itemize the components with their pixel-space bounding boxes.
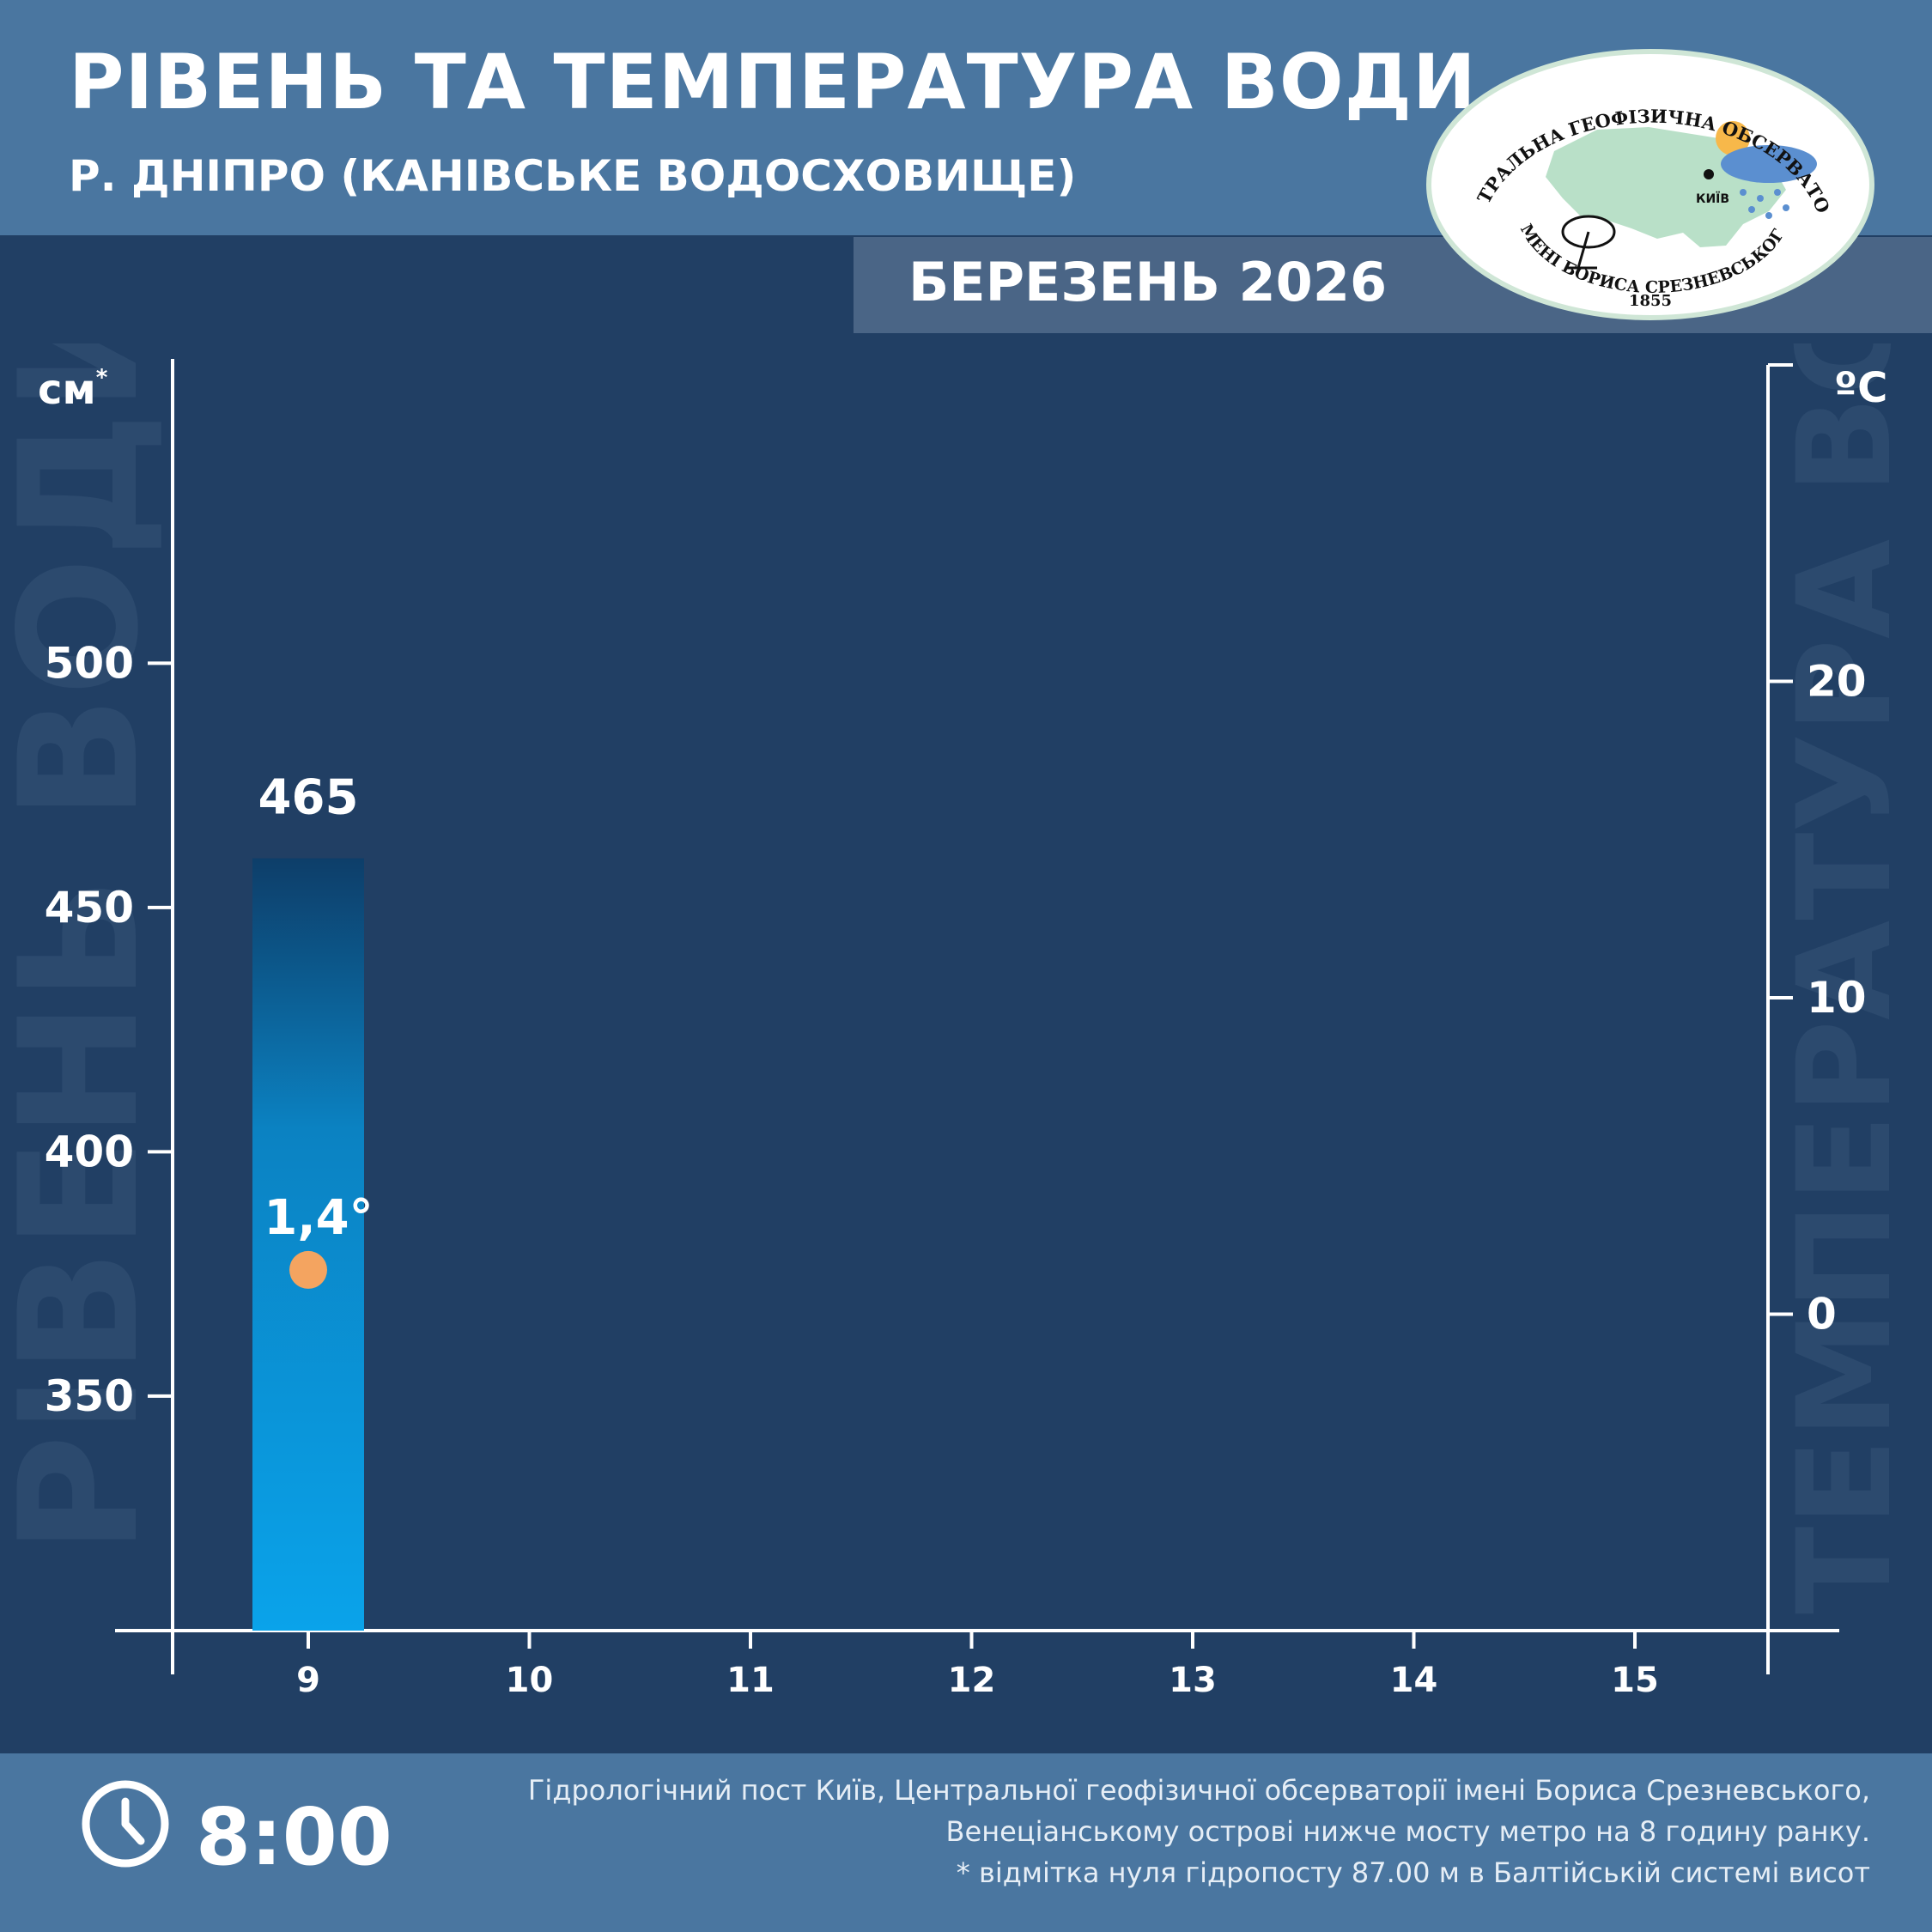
x-axis-tick-label: 12 bbox=[948, 1661, 996, 1700]
right-axis-tick-label: 0 bbox=[1807, 1290, 1837, 1340]
left-axis-watermark: РІВЕНЬ ВОДИ bbox=[0, 343, 174, 1554]
kyiv-dot bbox=[1704, 169, 1714, 179]
chart-area: РІВЕНЬ ВОДИ ТЕМПЕРАТУРА ВОДИ см* 350 400 4… bbox=[0, 343, 1920, 1700]
observation-time: 8:00 bbox=[196, 1791, 392, 1883]
left-axis-tick-label: 400 bbox=[45, 1127, 134, 1176]
left-axis-tick-label: 500 bbox=[45, 638, 134, 688]
satellite-dish-icon bbox=[1561, 215, 1616, 270]
left-axis: см* 350 400 450 500 bbox=[38, 359, 174, 1674]
svg-text:см*: см* bbox=[38, 365, 108, 414]
right-axis-tick-label: 10 bbox=[1807, 973, 1867, 1023]
month-label: БЕРЕЗЕНЬ 2026 bbox=[908, 251, 1388, 313]
water-temperature-label: 1,4° bbox=[264, 1190, 373, 1246]
x-axis-tick-label: 15 bbox=[1611, 1661, 1659, 1700]
clock-icon bbox=[82, 1780, 169, 1868]
footer-note-line-3: * відмітка нуля гідропосту 87.00 м в Бал… bbox=[956, 1856, 1870, 1889]
footer-band bbox=[0, 1753, 1932, 1932]
page-subtitle: Р. ДНІПРО (КАНІВСЬКЕ ВОДОСХОВИЩЕ) bbox=[69, 151, 1077, 201]
footer-note-line-2: Венеціанському острові нижче мосту метро… bbox=[945, 1815, 1870, 1848]
water-level-bar bbox=[252, 858, 364, 1631]
left-axis-tick-label: 450 bbox=[45, 883, 134, 933]
right-axis-unit: ºC bbox=[1834, 364, 1887, 412]
cloud-icon bbox=[1721, 145, 1817, 183]
right-axis-tick-label: 20 bbox=[1807, 657, 1867, 707]
footer-note-line-1: Гідрологічний пост Київ, Центральної гео… bbox=[527, 1774, 1870, 1807]
water-level-label: 465 bbox=[258, 770, 359, 826]
left-axis-unit-mark: * bbox=[96, 365, 108, 391]
x-axis-tick-label: 11 bbox=[726, 1661, 775, 1700]
left-axis-unit: см bbox=[38, 366, 96, 414]
x-axis: 9 10 11 12 13 14 15 bbox=[115, 1629, 1839, 1700]
observatory-logo: КИЇВ ЦЕНТРАЛЬНА ГЕОФІЗИЧНА ОБСЕРВАТОРІЯ … bbox=[1425, 48, 1874, 320]
right-axis-watermark: ТЕМПЕРАТУРА ВОДИ bbox=[1771, 343, 1920, 1614]
rain-drops-icon bbox=[1740, 189, 1789, 219]
x-axis-tick-label: 13 bbox=[1169, 1661, 1217, 1700]
logo-year: 1855 bbox=[1629, 292, 1672, 310]
page-title: РІВЕНЬ ТА ТЕМПЕРАТУРА ВОДИ bbox=[69, 38, 1477, 126]
water-temperature-point bbox=[289, 1250, 327, 1289]
logo-city: КИЇВ bbox=[1696, 191, 1729, 206]
x-axis-tick-label: 9 bbox=[296, 1661, 320, 1700]
x-axis-tick-label: 10 bbox=[506, 1661, 554, 1700]
left-axis-tick-label: 350 bbox=[45, 1371, 134, 1421]
sun-icon bbox=[1716, 121, 1750, 155]
right-axis: ºC 0 10 20 bbox=[1766, 363, 1887, 1674]
x-axis-tick-label: 14 bbox=[1390, 1661, 1438, 1700]
